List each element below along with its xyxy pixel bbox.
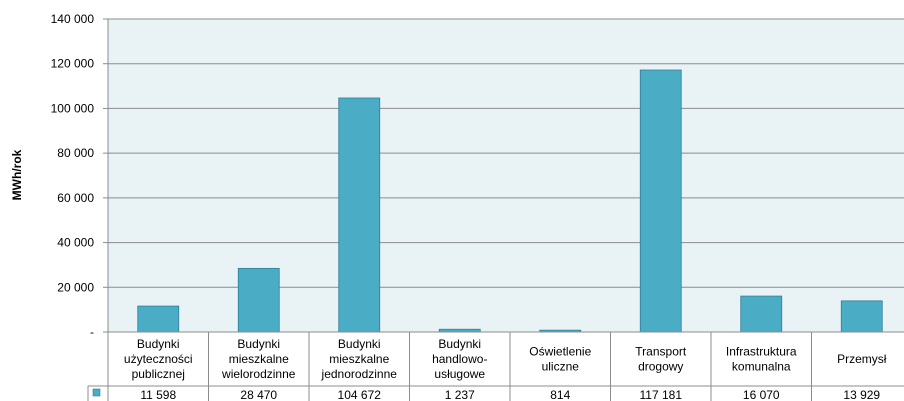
- y-tick-label: 20 000: [57, 280, 94, 294]
- y-tick-label: 60 000: [57, 191, 94, 205]
- bar: [740, 295, 783, 333]
- category-label: Budynki użyteczności publicznej: [124, 337, 193, 381]
- category-label: Budynki mieszkalne wielorodzinne: [221, 337, 296, 381]
- data-table-value: 104 672: [338, 388, 382, 401]
- bar: [237, 267, 280, 333]
- category-label: Infrastruktura komunalna: [726, 345, 797, 374]
- data-table-value: 28 470: [240, 388, 277, 401]
- bar: [639, 69, 682, 333]
- category-label: Przemysł: [837, 352, 887, 366]
- data-table-value: 814: [550, 388, 570, 401]
- bar: [137, 305, 180, 333]
- y-axis-title: MWh/rok: [10, 149, 24, 200]
- y-tick-label: 140 000: [51, 12, 95, 26]
- data-table-value: 16 070: [743, 388, 780, 401]
- data-table: Budynki użyteczności publicznej 11 598 Budyn…: [87, 331, 904, 401]
- bar: [840, 300, 883, 333]
- category-label: Transport drogowy: [635, 345, 687, 374]
- plot-area: [108, 19, 904, 332]
- y-tick-label: 80 000: [57, 146, 94, 160]
- y-tick-label: 40 000: [57, 236, 94, 250]
- y-tick-label: 100 000: [51, 101, 95, 115]
- category-label: Oświetlenie uliczne: [529, 345, 591, 374]
- category-label: Budynki mieszkalne jednorodzinne: [321, 337, 398, 381]
- bars: [137, 69, 883, 333]
- y-tick-label: 120 000: [51, 57, 95, 71]
- data-table-value: 1 237: [445, 388, 475, 401]
- data-table-value: 117 181: [640, 388, 683, 401]
- category-label: Budynki handlowo-usługowe: [432, 337, 487, 381]
- y-axis-ticks: - 20 000 40 000 60 000 80 000 100 000 120 000 1…: [51, 12, 108, 339]
- data-table-value: 11 598: [140, 388, 176, 401]
- legend-key: [92, 388, 101, 397]
- bar: [338, 97, 381, 333]
- data-table-value: 13 929: [843, 388, 880, 401]
- y-tick-label: -: [90, 325, 94, 339]
